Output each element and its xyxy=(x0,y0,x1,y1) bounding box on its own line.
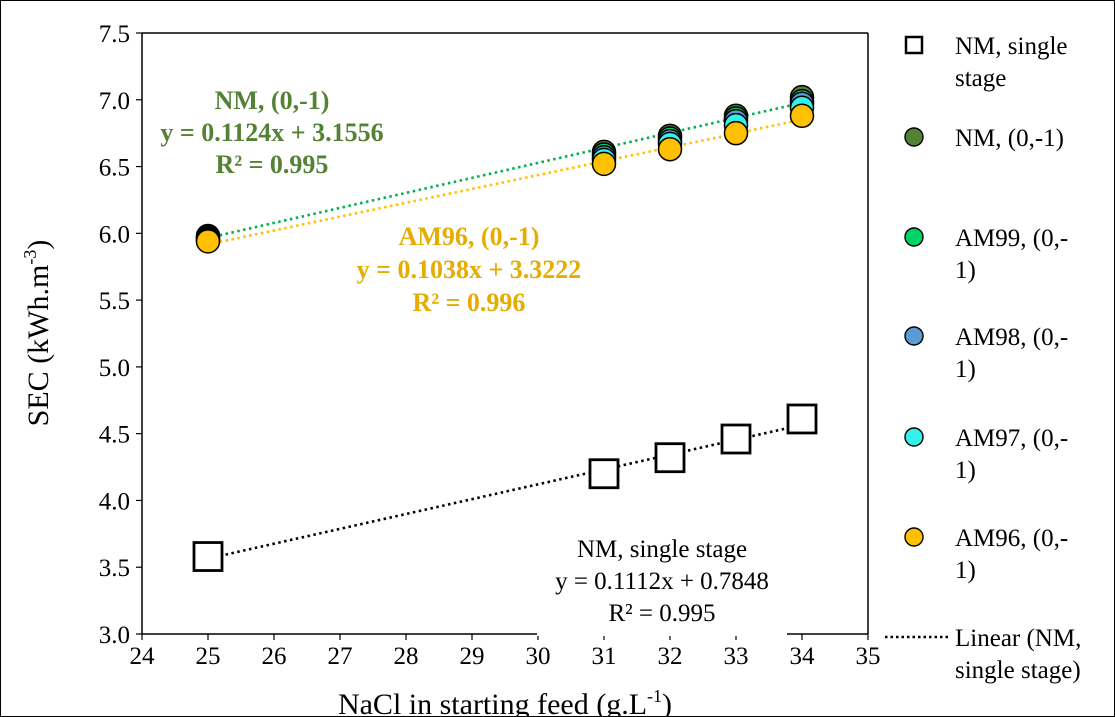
y-tick-label: 4.5 xyxy=(99,422,130,449)
annotation-single-r2: R² = 0.995 xyxy=(608,600,715,627)
x-tick-label: 24 xyxy=(130,643,156,670)
x-tick-label: 28 xyxy=(394,643,419,670)
y-tick-label: 4.0 xyxy=(99,488,130,515)
x-tick-label: 32 xyxy=(658,643,683,670)
x-tick-label: 35 xyxy=(856,643,881,670)
marker-series-0 xyxy=(654,442,686,474)
x-tick-label: 33 xyxy=(724,643,749,670)
legend-label-4-cont: 1) xyxy=(955,457,976,484)
y-tick-label: 3.5 xyxy=(99,555,130,582)
annotation-single-equation: y = 0.1112x + 0.7848 xyxy=(555,568,769,595)
x-tick-label: 25 xyxy=(196,643,221,670)
y-tick-label: 7.5 xyxy=(99,21,130,48)
annotation-single: NM, single stage y = 0.1112x + 0.7848 R²… xyxy=(537,532,787,636)
data-markers xyxy=(192,84,818,572)
legend-marker-2 xyxy=(904,227,924,247)
legend-label-3: AM98, (0,- xyxy=(955,324,1068,351)
annotation-nm-equation: y = 0.1124x + 3.1556 xyxy=(160,118,383,147)
x-axis-title: NaCl in starting feed (g.L-1) xyxy=(338,686,672,717)
marker-series-5 xyxy=(789,103,815,129)
x-tick-label: 31 xyxy=(592,643,617,670)
legend-label-2: AM99, (0,- xyxy=(955,225,1068,252)
x-axis-title-text: NaCl in starting feed (g.L xyxy=(338,688,647,717)
annotation-am96-equation: y = 0.1038x + 3.3222 xyxy=(357,255,582,284)
marker-series-0 xyxy=(588,458,620,490)
legend-label-4: AM97, (0,- xyxy=(955,425,1068,452)
trendline-2 xyxy=(207,118,803,246)
x-tick-label: 26 xyxy=(262,643,287,670)
x-tick-label: 30 xyxy=(526,643,551,670)
annotation-am96: AM96, (0,-1) y = 0.1038x + 3.3222 R² = 0… xyxy=(357,218,582,324)
annotation-single-title: NM, single stage xyxy=(577,536,747,563)
annotation-am96-r2: R² = 0.996 xyxy=(413,288,526,317)
y-tick-label: 6.0 xyxy=(99,221,130,248)
annotation-am96-bg xyxy=(358,218,580,324)
annotation-am96-title: AM96, (0,-1) xyxy=(399,222,540,251)
legend-marker-5 xyxy=(904,527,924,547)
y-axis-title-text: SEC (kWh.m xyxy=(22,265,55,427)
x-axis-title-sup: -1 xyxy=(647,686,662,706)
x-tick-label: 34 xyxy=(790,643,816,670)
y-tick-label: 5.0 xyxy=(99,355,130,382)
x-tick-label: 27 xyxy=(328,643,353,670)
legend-label-6: Linear (NM, xyxy=(955,625,1081,652)
legend-marker-0 xyxy=(904,35,924,55)
x-axis-title-end: ) xyxy=(662,688,672,717)
annotation-nm-title: NM, (0,-1) xyxy=(215,86,330,115)
y-axis-title-sup: -3 xyxy=(20,250,40,265)
legend-label-0-cont: stage xyxy=(955,65,1006,92)
y-axis-title: SEC (kWh.m-3) xyxy=(20,240,55,427)
legend: NM, single stage NM, (0,-1) AM99, (0,- 1) AM9… xyxy=(885,33,1081,684)
trendlines xyxy=(207,101,803,560)
legend-marker-1 xyxy=(904,127,924,147)
marker-series-5 xyxy=(591,151,617,177)
legend-label-1: NM, (0,-1) xyxy=(955,125,1064,152)
marker-series-5 xyxy=(723,120,749,146)
marker-series-0 xyxy=(720,423,752,455)
y-axis-title-end: ) xyxy=(22,240,55,250)
y-tick-label: 6.5 xyxy=(99,155,130,182)
annotation-nm-bg xyxy=(163,83,381,188)
legend-label-6-cont: single stage) xyxy=(955,657,1081,684)
legend-marker-4 xyxy=(904,427,924,447)
marker-series-5 xyxy=(195,229,221,254)
y-tick-label: 3.0 xyxy=(99,622,130,649)
marker-series-5 xyxy=(657,136,683,162)
legend-label-5: AM96, (0,- xyxy=(955,525,1068,552)
x-tick-label: 29 xyxy=(460,643,485,670)
legend-label-0: NM, single xyxy=(955,33,1068,60)
legend-marker-3 xyxy=(904,326,924,346)
legend-label-5-cont: 1) xyxy=(955,557,976,584)
y-tick-label: 5.5 xyxy=(99,288,130,315)
annotation-single-bg xyxy=(537,532,787,636)
y-tick-label: 7.0 xyxy=(99,88,130,115)
marker-series-0 xyxy=(786,403,818,435)
legend-label-2-cont: 1) xyxy=(955,257,976,284)
annotation-nm: NM, (0,-1) y = 0.1124x + 3.1556 R² = 0.9… xyxy=(160,83,384,188)
annotation-nm-r2: R² = 0.995 xyxy=(216,150,329,179)
legend-label-3-cont: 1) xyxy=(955,356,976,383)
marker-series-0 xyxy=(192,541,224,572)
